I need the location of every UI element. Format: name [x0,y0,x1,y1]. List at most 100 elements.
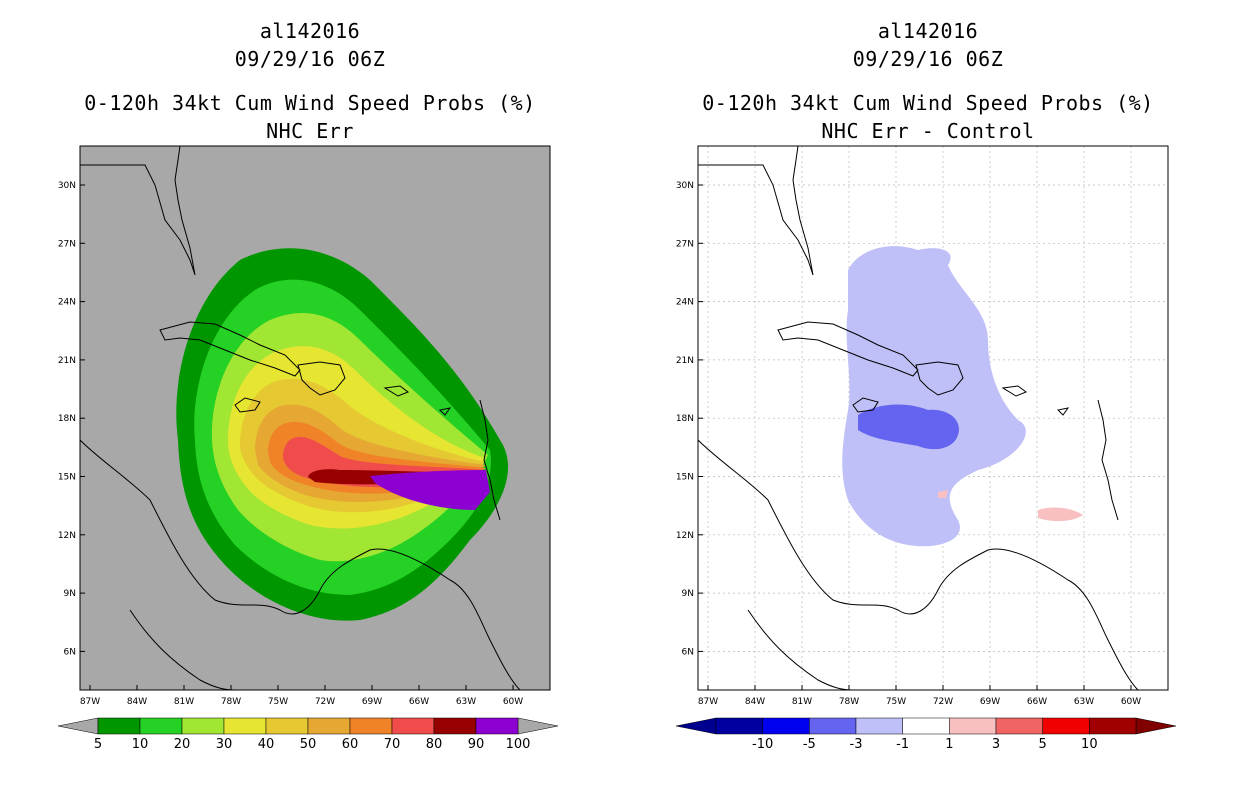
left-lon-label: 87W [80,697,100,707]
right-subtitle: NHC Err - Control [821,119,1035,143]
right-colorbar-swatch [949,717,997,735]
left-colorbar-label: 60 [341,737,359,752]
right-colorbar [676,717,1176,735]
right-lon-label: 75W [886,697,906,707]
diff-contour-minus3 [858,404,959,450]
right-colorbar-swatch [715,717,763,735]
left-colorbar-high-arrow [517,717,558,735]
left-colorbar-label: 90 [467,737,485,752]
right-colorbar-low-arrow [676,717,717,735]
right-lon-label: 69W [980,697,1000,707]
right-datetime: 09/29/16 06Z [852,47,1004,71]
left-colorbar-label: 40 [257,737,275,752]
right-colorbar-label: 10 [1081,737,1098,752]
left-storm-id: al142016 [259,19,361,43]
left-colorbar-swatch [265,717,309,735]
right-lat-label: 12N [676,531,694,541]
left-colorbar-swatch [307,717,351,735]
left-colorbar-label: 80 [425,737,443,752]
right-colorbar-high-arrow [1135,717,1176,735]
right-colorbar-label: -5 [802,737,816,752]
left-subtitle: NHC Err [266,119,354,143]
left-probability-contours [176,248,509,621]
left-colorbar-label: 50 [299,737,317,752]
diff-contour-plus1-b [938,490,948,498]
right-difference-contours [842,246,1083,547]
right-lat-label: 6N [682,647,694,657]
left-lat-label: 21N [58,356,76,366]
left-lon-label: 60W [503,697,523,707]
left-lon-label: 69W [362,697,382,707]
right-lat-label: 18N [676,414,694,424]
left-colorbar-label: 5 [93,737,103,752]
prob-contour-90 [370,470,490,510]
diff-contour-minus1 [842,246,1026,547]
right-colorbar-swatch [902,717,950,735]
right-lon-label: 78W [839,697,859,707]
left-colorbar-swatch [97,717,141,735]
left-colorbar-swatch [223,717,267,735]
left-lat-label: 6N [64,647,76,657]
right-lon-label: 63W [1074,697,1094,707]
left-lon-label: 78W [221,697,241,707]
left-lon-label: 81W [174,697,194,707]
right-colorbar-label: 1 [945,737,954,752]
left-colorbar-label: 20 [173,737,191,752]
right-colorbar-swatch [809,717,857,735]
left-lat-label: 18N [58,414,76,424]
right-lon-label: 84W [745,697,765,707]
left-lat-label: 24N [58,298,76,308]
left-lon-label: 63W [456,697,476,707]
right-lat-label: 15N [676,473,694,483]
left-colorbar-low-arrow [58,717,99,735]
left-lon-label: 75W [268,697,288,707]
left-lat-label: 15N [58,473,76,483]
right-lat-label: 27N [676,239,694,249]
left-probability-map: 30N 27N 24N 21N 18N 15N 12N 9N 6N 87W 84W 81W 78W 75W… [58,145,551,707]
right-lon-label: 60W [1121,697,1141,707]
right-colorbar-swatch [762,717,810,735]
left-colorbar-label: 70 [383,737,401,752]
right-colorbar-label: 5 [1038,737,1047,752]
left-lat-label: 27N [58,239,76,249]
left-lat-label: 12N [58,531,76,541]
left-colorbar-swatch [181,717,225,735]
left-colorbar-swatch [475,717,519,735]
right-lon-label: 66W [1027,697,1047,707]
left-colorbar-label: 10 [131,737,149,752]
right-colorbar-swatch [995,717,1043,735]
left-lon-label: 84W [127,697,147,707]
left-colorbar [58,717,558,735]
right-lat-label: 30N [676,181,694,191]
right-product-title: 0-120h 34kt Cum Wind Speed Probs (%) [702,91,1154,115]
right-lon-label: 81W [792,697,812,707]
right-lat-label: 24N [676,298,694,308]
right-lat-label: 9N [682,589,694,599]
right-colorbar-label: -3 [849,737,863,752]
right-colorbar-label: 3 [991,737,1001,752]
left-axis-labels: 30N 27N 24N 21N 18N 15N 12N 9N 6N 87W 84W 81W 78W 75W… [58,181,523,707]
left-datetime: 09/29/16 06Z [234,47,386,71]
right-colorbar-swatch [1042,717,1090,735]
right-lon-label: 87W [698,697,718,707]
right-colorbar-swatch [1089,717,1137,735]
left-coastlines [80,146,521,690]
right-difference-map: 30N 27N 24N 21N 18N 15N 12N 9N 6N 87W 84W 81W 78W 75W… [676,145,1169,707]
right-lon-label: 72W [933,697,953,707]
right-axis-labels: 30N 27N 24N 21N 18N 15N 12N 9N 6N 87W 84W 81W 78W 75W… [676,181,1141,707]
right-colorbar-label: -10 [752,737,774,752]
left-lon-label: 66W [409,697,429,707]
left-colorbar-swatch [391,717,435,735]
right-lat-label: 21N [676,356,694,366]
left-lon-label: 72W [315,697,335,707]
diff-contour-plus1-a [1038,507,1083,522]
left-colorbar-swatch [349,717,393,735]
right-colorbar-label: -1 [896,737,910,752]
left-colorbar-label: 30 [215,737,233,752]
left-colorbar-swatch [139,717,183,735]
left-colorbar-swatch [433,717,477,735]
right-storm-id: al142016 [877,19,979,43]
right-colorbar-swatch [855,717,903,735]
left-lat-label: 30N [58,181,76,191]
left-lat-label: 9N [64,589,76,599]
